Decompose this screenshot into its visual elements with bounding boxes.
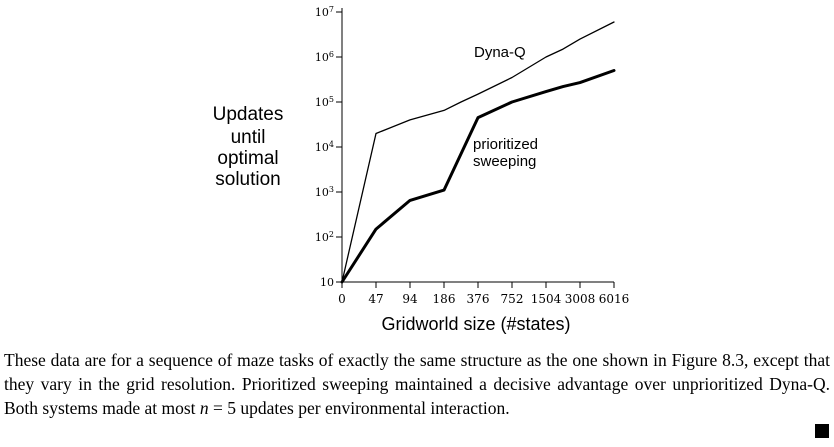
y-tick-label: 104	[315, 140, 334, 155]
x-tick-label: 47	[368, 292, 383, 306]
y-axis-label-line: optimal	[217, 148, 279, 169]
y-tick-label: 107	[315, 5, 334, 20]
caption-math-var: n	[199, 398, 209, 418]
caption-text: These data are for a sequence of maze ta…	[4, 350, 830, 418]
x-axis-label: Gridworld size (#states)	[381, 314, 570, 334]
y-tick-label: 10	[320, 276, 334, 289]
y-axis-label-line: until	[230, 127, 266, 148]
y-tick-label: 105	[315, 95, 334, 110]
x-axis-ticks: 0 47 94 186 376 752 1504 3008 6016	[338, 282, 629, 306]
caption-text-end: updates per environmental interaction.	[236, 398, 510, 418]
x-tick-label: 1504	[531, 292, 562, 306]
y-tick-label: 103	[315, 185, 334, 200]
x-tick-label: 94	[402, 292, 418, 306]
series-label-prioritized-sweeping: prioritized	[473, 136, 538, 153]
y-axis-label: Updates until optimal solution	[206, 98, 290, 194]
series-label-dyna-q: Dyna-Q	[474, 44, 526, 61]
x-tick-label: 0	[338, 292, 346, 306]
y-tick-label: 102	[315, 230, 334, 245]
x-tick-label: 376	[467, 292, 490, 306]
x-tick-label: 6016	[599, 292, 630, 306]
chart-series	[340, 21, 616, 284]
series-label-prioritized-sweeping: sweeping	[473, 153, 536, 170]
series-line-prioritized-sweeping	[340, 69, 616, 284]
end-of-caption-mark	[815, 424, 829, 438]
y-axis-ticks: 10 102 103 104 105 106 107	[315, 5, 342, 289]
x-tick-label: 3008	[565, 292, 596, 306]
y-axis-label-line: solution	[215, 169, 281, 190]
y-tick-label: 106	[315, 50, 334, 65]
x-tick-label: 752	[501, 292, 524, 306]
y-axis-label-line: Updates	[212, 104, 284, 125]
series-line-dyna-q	[341, 21, 615, 283]
figure-caption: These data are for a sequence of maze ta…	[4, 348, 830, 420]
chart: 10 102 103 104 105 106 107 0 47 94 186 376 752 1504 3…	[315, 5, 629, 335]
caption-math-rest: = 5	[208, 398, 237, 418]
x-tick-label: 186	[433, 292, 456, 306]
